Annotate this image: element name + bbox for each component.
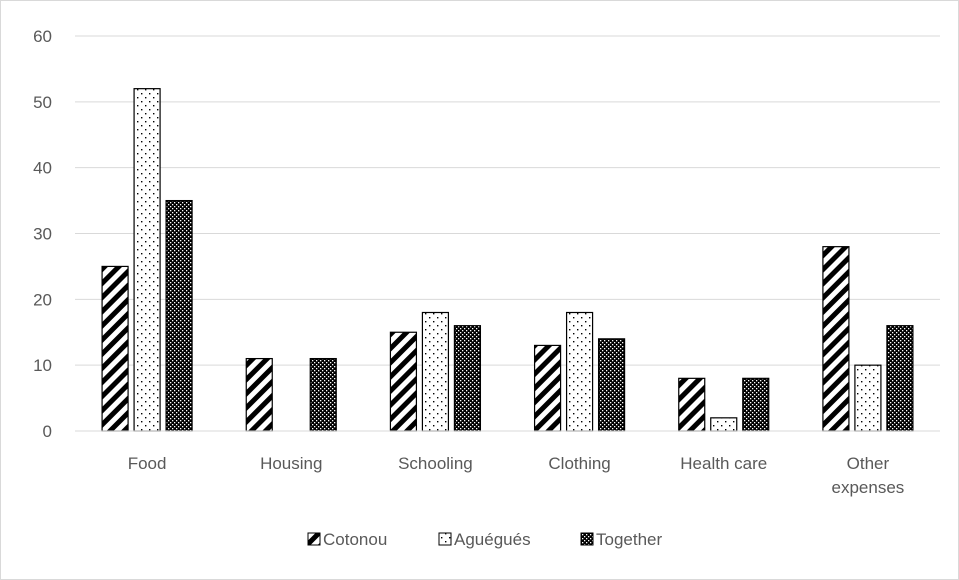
legend-item-together: Together — [580, 530, 662, 549]
bar — [822, 246, 850, 432]
bar — [565, 311, 594, 432]
y-tick-label: 20 — [33, 290, 52, 309]
bar — [678, 377, 706, 432]
series-aguégués — [133, 88, 882, 432]
legend-swatch — [580, 532, 594, 546]
legend-swatch — [438, 532, 452, 546]
bar — [742, 377, 770, 432]
y-tick-label: 40 — [33, 159, 52, 178]
x-tick-label: Schooling — [398, 454, 473, 473]
x-axis-category-labels: Food Housing Schooling Clothing Health care O… — [128, 454, 905, 497]
x-tick-label: Food — [128, 454, 167, 473]
bar — [453, 325, 482, 432]
bar — [886, 325, 914, 432]
legend-label: Cotonou — [323, 530, 387, 549]
legend-label: Aguégués — [454, 530, 531, 549]
bar — [245, 357, 273, 432]
bar — [597, 338, 626, 432]
gridlines — [75, 35, 940, 366]
y-axis-tick-labels: 0 10 20 30 40 50 60 — [33, 27, 52, 441]
x-tick-label: Housing — [260, 454, 322, 473]
y-tick-label: 0 — [43, 422, 52, 441]
y-tick-label: 60 — [33, 27, 52, 46]
series-together — [165, 199, 914, 432]
bar — [309, 357, 337, 432]
bar — [421, 311, 450, 432]
series-cotonou — [101, 246, 850, 432]
x-tick-label: Clothing — [548, 454, 610, 473]
y-tick-label: 50 — [33, 93, 52, 112]
y-tick-label: 10 — [33, 356, 52, 375]
bar — [165, 199, 193, 432]
bar — [854, 364, 882, 432]
legend-label: Together — [596, 530, 662, 549]
legend-item-cotonou: Cotonou — [307, 530, 387, 549]
x-tick-label: Health care — [680, 454, 767, 473]
bar — [133, 88, 161, 432]
bar — [101, 265, 129, 432]
legend-item-aguégués: Aguégués — [438, 530, 531, 549]
bar — [710, 417, 738, 432]
y-tick-label: 30 — [33, 225, 52, 244]
bars — [101, 88, 914, 432]
legend: Cotonou Aguégués Together — [307, 530, 662, 549]
x-tick-label: Other expenses — [832, 454, 905, 497]
bar — [389, 331, 418, 432]
bar — [533, 344, 562, 432]
legend-swatch — [307, 532, 321, 546]
